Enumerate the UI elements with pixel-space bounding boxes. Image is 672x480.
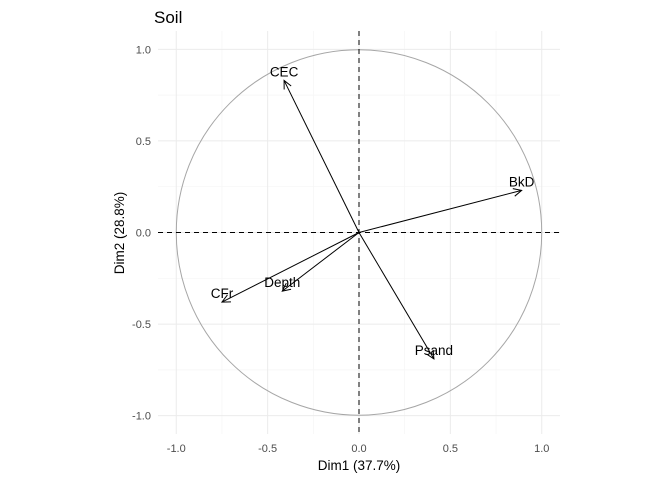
variable-label-bkd: BkD bbox=[509, 174, 535, 189]
x-tick-label: 1.0 bbox=[534, 443, 549, 455]
y-tick-label: 0.0 bbox=[136, 228, 151, 240]
x-axis-ticks: -1.0 -0.5 0.0 0.5 1.0 bbox=[167, 443, 550, 455]
x-tick-label: -0.5 bbox=[258, 443, 277, 455]
x-tick-label: 0.0 bbox=[351, 443, 366, 455]
variable-arrows bbox=[220, 79, 523, 360]
arrow-cfr bbox=[220, 232, 360, 303]
arrow-head bbox=[426, 349, 435, 360]
y-axis-ticks: -1.0 -0.5 0.0 0.5 1.0 bbox=[132, 44, 151, 422]
y-tick-label: 1.0 bbox=[136, 44, 151, 56]
variable-label-cfr: CFr bbox=[211, 286, 234, 301]
arrow-head bbox=[281, 282, 292, 292]
x-axis-title: Dim1 (37.7%) bbox=[318, 458, 401, 473]
arrow-depth bbox=[281, 232, 360, 292]
variable-label-cec: CEC bbox=[270, 64, 299, 79]
x-tick-label: -1.0 bbox=[167, 443, 186, 455]
arrow-head bbox=[512, 188, 523, 197]
variable-labels: CEC BkD Depth CFr Psand bbox=[211, 64, 535, 357]
arrow-shaft bbox=[283, 80, 360, 233]
variable-label-depth: Depth bbox=[264, 275, 300, 290]
arrow-shaft bbox=[358, 232, 435, 360]
arrow-shaft bbox=[281, 232, 360, 292]
arrow-shaft bbox=[358, 189, 522, 233]
arrow-bkd bbox=[358, 188, 523, 233]
arrow-psand bbox=[358, 232, 435, 360]
y-axis-title: Dim2 (28.8%) bbox=[112, 192, 127, 275]
x-tick-label: 0.5 bbox=[443, 443, 458, 455]
arrow-head bbox=[220, 294, 231, 303]
y-tick-label: -0.5 bbox=[132, 319, 151, 331]
chart-title: Soil bbox=[154, 8, 182, 27]
y-tick-label: -1.0 bbox=[132, 411, 151, 423]
variable-label-psand: Psand bbox=[415, 343, 453, 358]
y-tick-label: 0.5 bbox=[136, 136, 151, 148]
arrow-cec bbox=[283, 79, 360, 233]
arrow-head bbox=[283, 79, 292, 90]
arrow-shaft bbox=[221, 232, 360, 303]
